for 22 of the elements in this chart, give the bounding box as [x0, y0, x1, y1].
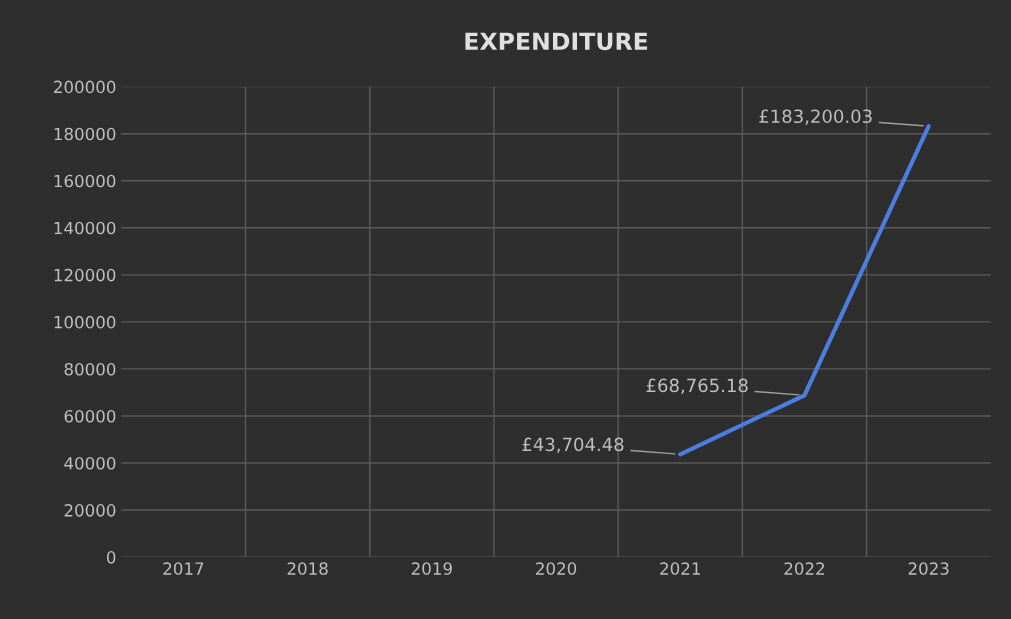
y-tick-label: 60000	[64, 409, 116, 423]
y-tick-label: 100000	[54, 315, 116, 329]
y-tick-label: 80000	[64, 362, 116, 376]
y-tick-label: 200000	[54, 80, 116, 94]
y-tick-label: 120000	[54, 268, 116, 282]
x-tick-label: 2019	[411, 562, 452, 575]
data-label: £183,200.03	[759, 109, 872, 125]
x-tick-label: 2017	[163, 562, 204, 575]
y-tick-label: 0	[106, 551, 116, 564]
x-tick-label: 2023	[908, 562, 949, 575]
x-tick-label: 2020	[536, 562, 577, 575]
x-tick-label: 2022	[784, 562, 825, 575]
x-tick-label: 2021	[660, 562, 700, 575]
y-tick-label: 140000	[54, 221, 116, 235]
y-tick-label: 40000	[64, 456, 116, 470]
x-tick-label: 2018	[287, 562, 328, 575]
y-tick-label: 20000	[64, 504, 116, 517]
data-label: £68,765.18	[646, 378, 748, 395]
data-label: £43,704.48	[522, 437, 624, 454]
chart-title: EXPENDITURE	[465, 32, 648, 51]
y-tick-label: 160000	[54, 174, 116, 188]
y-tick-label: 180000	[54, 127, 116, 141]
